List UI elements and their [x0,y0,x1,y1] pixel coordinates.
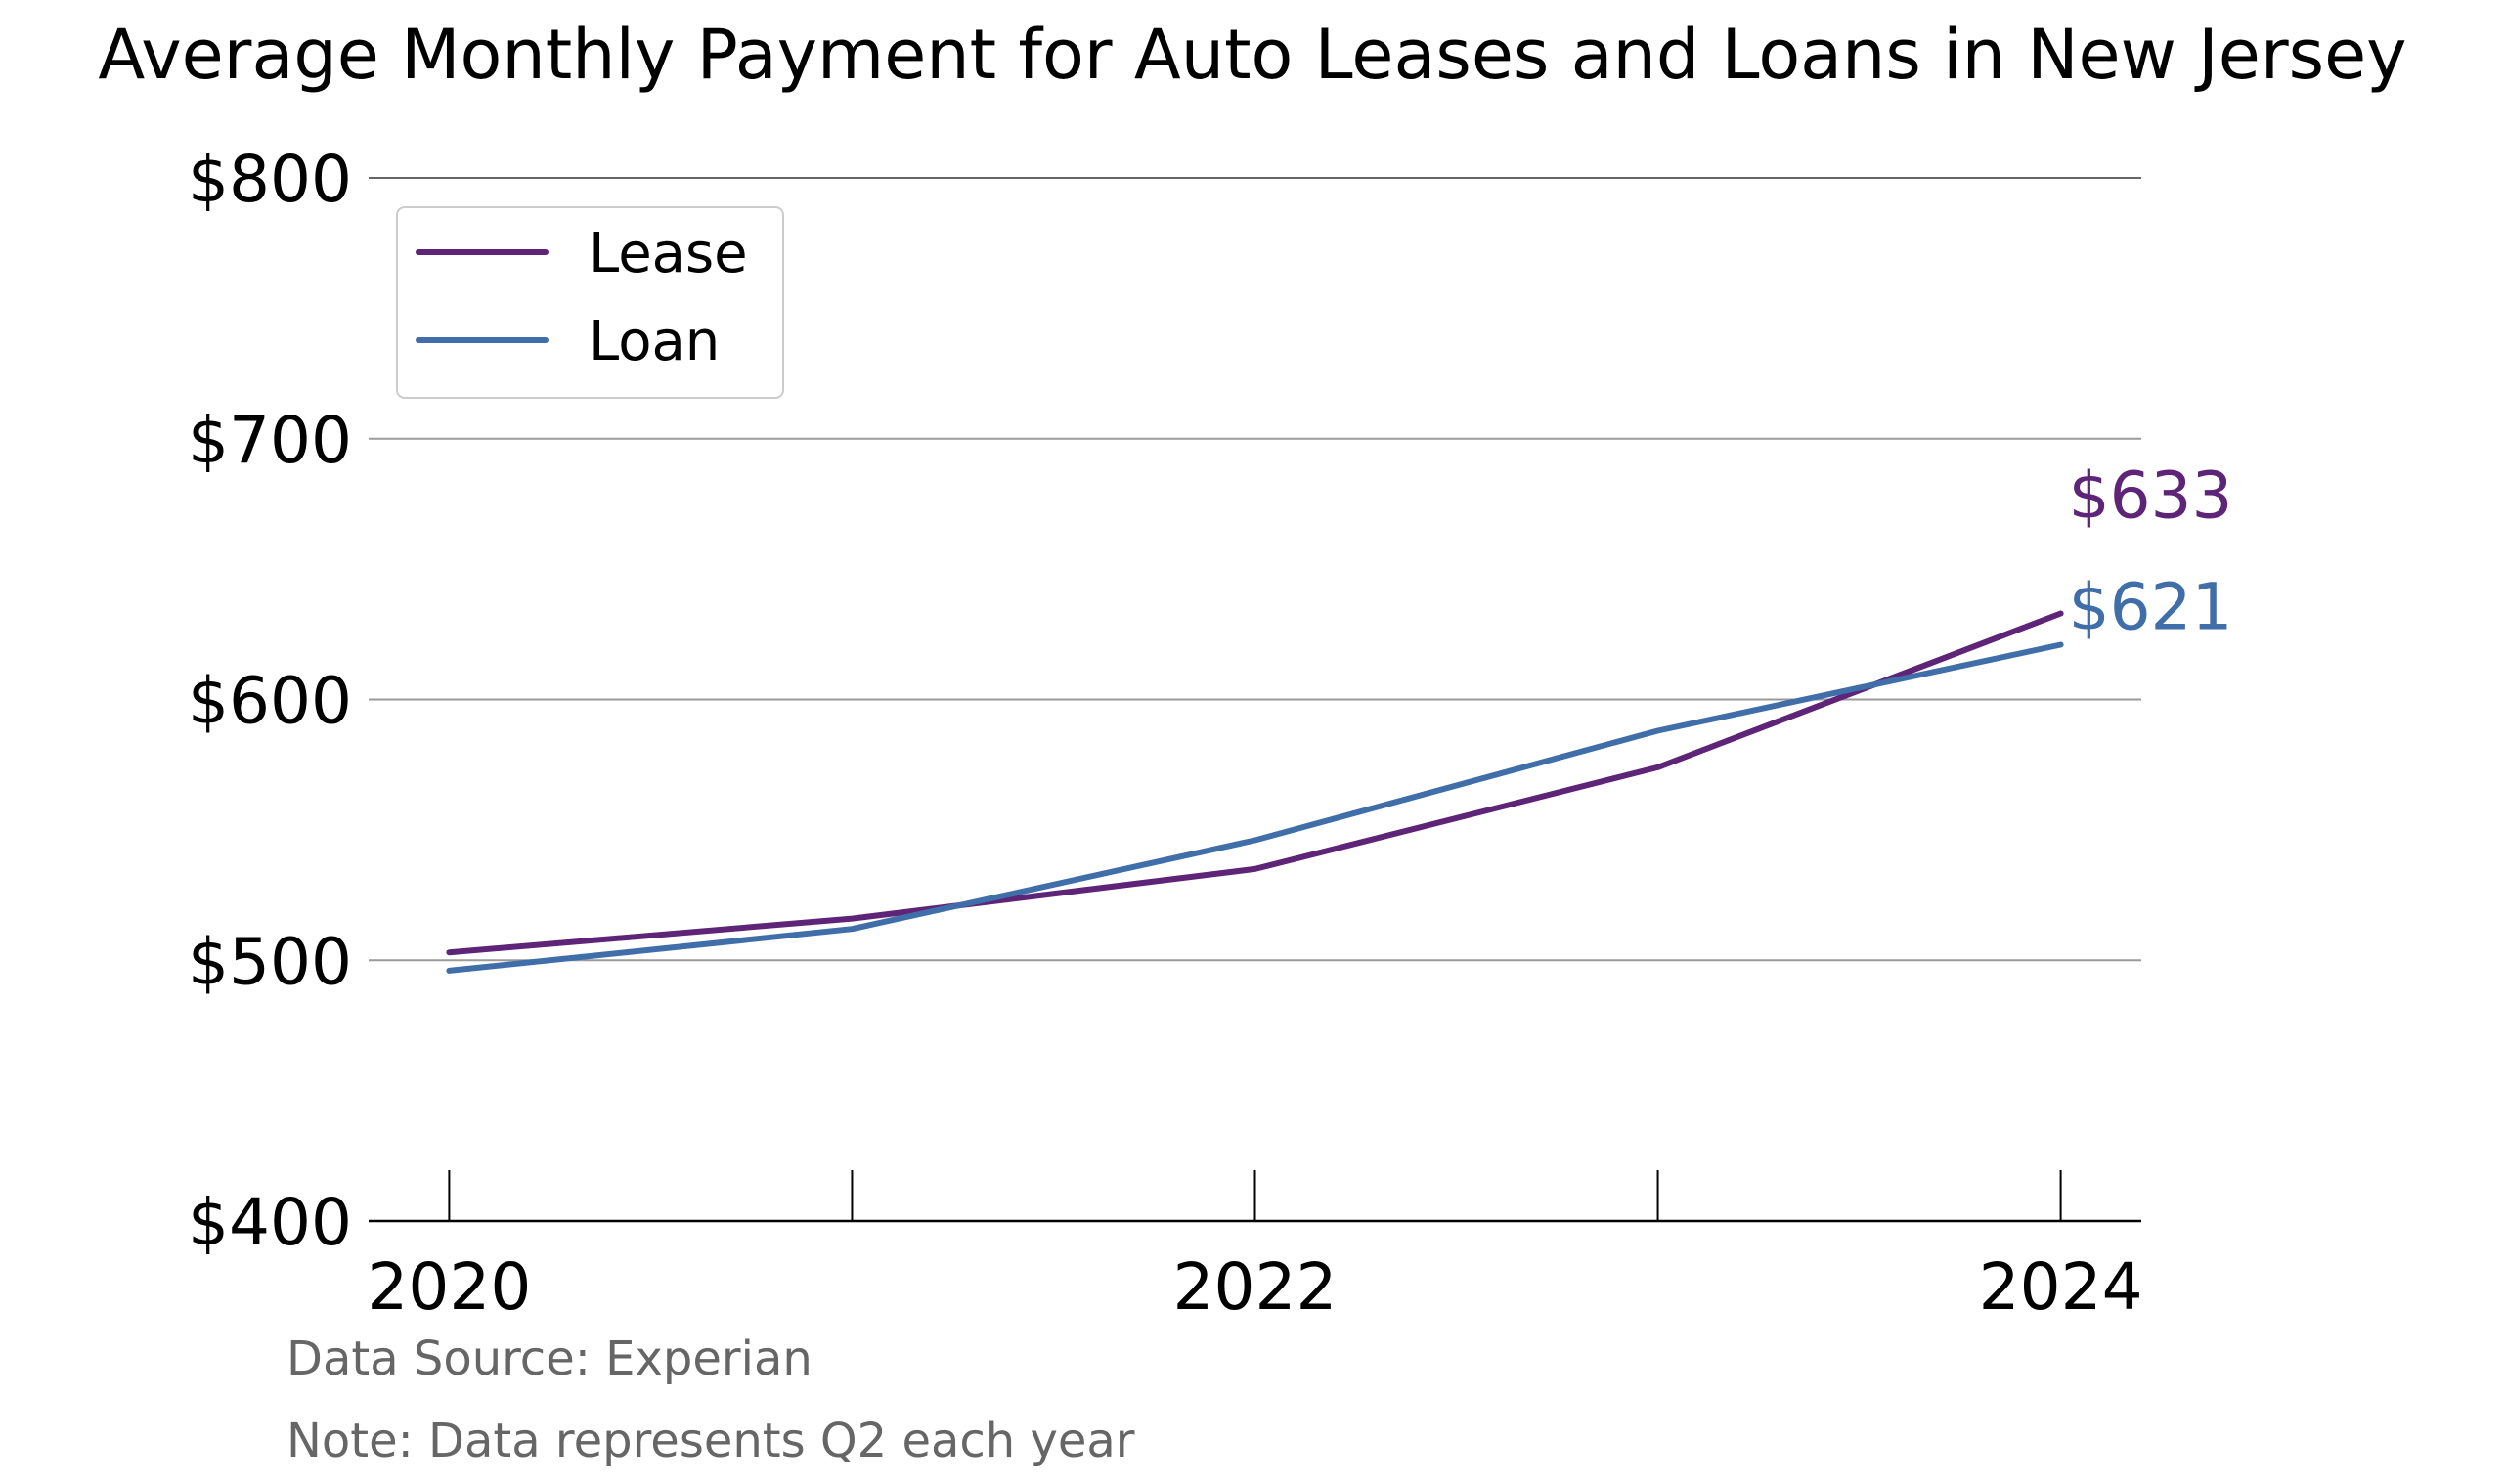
axes [369,1170,2141,1223]
legend: Lease Loan [396,206,784,399]
x-axis-tick-labels: 2020 2022 2024 [367,1249,2142,1325]
chart-title: Average Monthly Payment for Auto Leases … [98,15,2406,95]
y-axis-tick-labels: $400 $500 $600 $700 $800 [188,142,352,1260]
series-line-loan [446,641,2064,974]
end-label-lease: $633 [2069,458,2233,533]
y-tick-label-400: $400 [188,1185,352,1260]
end-value-labels: $633 $621 [2069,458,2233,644]
end-label-loan: $621 [2069,569,2233,644]
legend-label-loan: Loan [589,310,720,373]
x-tick-label-2022: 2022 [1173,1249,1338,1325]
series-line-lease [446,610,2064,956]
data-source-note: Data Source: Experian [286,1331,813,1386]
y-tick-label-600: $600 [188,664,352,739]
gridlines [369,177,2141,962]
y-tick-label-500: $500 [188,924,352,999]
x-tick-label-2024: 2024 [1979,1249,2143,1325]
legend-label-lease: Lease [589,222,748,285]
data-year-note: Note: Data represents Q2 each year [286,1414,1135,1468]
series-lines [446,610,2064,974]
x-tick-label-2020: 2020 [367,1249,531,1325]
y-tick-label-700: $700 [188,403,352,478]
y-tick-label-800: $800 [188,142,352,217]
